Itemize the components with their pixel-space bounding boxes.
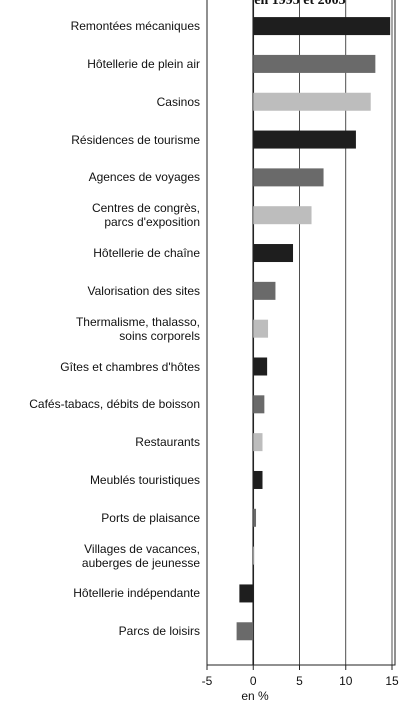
bar <box>253 357 268 376</box>
category-label: Centres de congrès, parcs d'exposition <box>91 201 200 230</box>
category-label: Hôtellerie de plein air <box>87 56 200 71</box>
bar <box>253 546 255 565</box>
x-tick-label: 15 <box>385 674 399 688</box>
bar <box>253 130 356 149</box>
bar <box>236 622 254 641</box>
category-label: Remontées mécaniques <box>70 19 200 34</box>
bar <box>253 244 294 263</box>
category-label: Parcs de loisirs <box>118 624 200 639</box>
category-label: Thermalisme, thalasso, soins corporels <box>75 314 200 343</box>
category-label: Ports de plaisance <box>101 510 200 525</box>
bar <box>253 281 276 300</box>
bar <box>253 319 269 338</box>
category-label: Villages de vacances, auberges de jeunes… <box>81 541 200 570</box>
category-label: Gîtes et chambres d'hôtes <box>60 359 200 374</box>
category-label: Casinos <box>156 94 200 109</box>
category-label: Hôtellerie indépendante <box>73 586 200 601</box>
x-tick-label: 10 <box>339 674 353 688</box>
category-label: Restaurants <box>135 435 200 450</box>
bar <box>253 54 376 73</box>
x-tick-label: -5 <box>202 674 213 688</box>
category-label: Cafés-tabacs, débits de boisson <box>29 397 200 412</box>
bar <box>253 508 257 527</box>
x-axis-label: en % <box>241 689 269 703</box>
bar <box>253 92 371 111</box>
bar <box>253 168 324 187</box>
x-tick-label: 0 <box>250 674 257 688</box>
x-tick-label: 5 <box>296 674 303 688</box>
chart-subtitle: en 1995 et 2003 <box>254 0 345 8</box>
category-label: Meublés touristiques <box>89 472 200 487</box>
bar <box>253 17 391 36</box>
bar <box>253 470 263 489</box>
bar <box>253 395 265 414</box>
bar <box>253 433 263 452</box>
bar <box>239 584 254 603</box>
category-label: Hôtellerie de chaîne <box>93 246 200 261</box>
category-label: Résidences de tourisme <box>71 132 200 147</box>
category-label: Agences de voyages <box>88 170 200 185</box>
category-label: Valorisation des sites <box>87 283 201 298</box>
bar <box>253 206 312 225</box>
